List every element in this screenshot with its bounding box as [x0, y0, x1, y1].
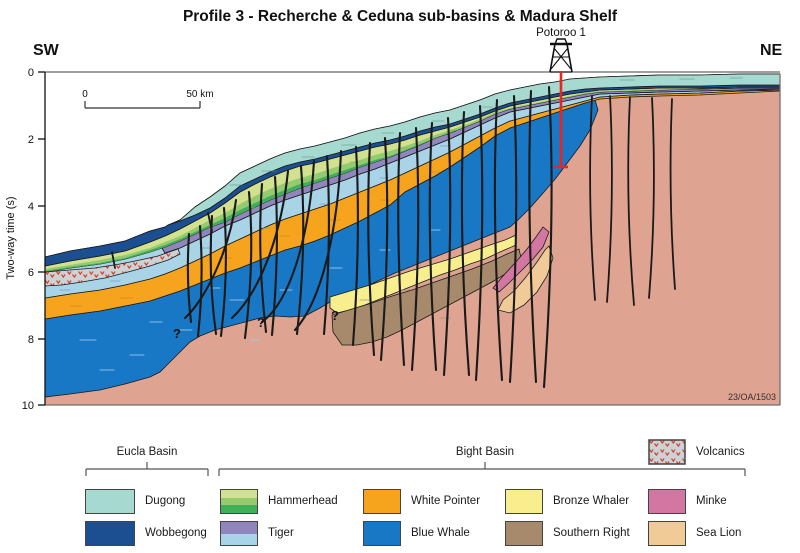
sea-lion-swatch — [648, 521, 686, 546]
scale-bar-zero-label: 0 — [82, 89, 88, 100]
page-title: Profile 3 - Recherche & Ceduna sub-basin… — [182, 8, 618, 25]
minke-swatch-fill — [649, 490, 685, 513]
hammerhead-swatch-mid — [221, 497, 257, 506]
legend-group-bight-basin: Bight Basin — [455, 446, 515, 458]
fault-lines — [111, 85, 676, 389]
tiger-swatch — [220, 521, 258, 546]
white-pointer-swatch-fill — [364, 490, 400, 513]
bight-basin-bracket — [218, 462, 746, 476]
tiger-swatch-purple — [221, 522, 257, 534]
y-axis-title: Two-way time (s) — [5, 196, 17, 279]
legend-label-blue-whale: Blue Whale — [411, 527, 470, 539]
question-mark-2: ? — [257, 315, 265, 330]
hammerhead-swatch-dark — [221, 505, 257, 514]
question-mark-3: ? — [331, 308, 339, 323]
volcanics-swatch — [648, 439, 686, 465]
y-axis — [38, 71, 46, 406]
bronze-whaler-swatch — [505, 489, 543, 514]
well-bore-line — [554, 72, 568, 169]
dugong-swatch — [85, 489, 135, 514]
blue-whale-swatch — [363, 521, 401, 546]
minke-swatch — [648, 489, 686, 514]
figure-annotation: 23/OA/1503 — [728, 392, 776, 402]
hammerhead-swatch — [220, 489, 258, 514]
layer-minke — [492, 226, 550, 293]
tick-8: 8 — [28, 334, 34, 346]
hammerhead-swatch-light — [221, 490, 257, 498]
legend-label-hammerhead: Hammerhead — [268, 495, 338, 507]
question-marks: ? ? ? — [173, 308, 339, 341]
wobbegong-swatch-fill — [86, 522, 134, 545]
tick-4: 4 — [28, 201, 34, 213]
tick-10: 10 — [22, 400, 34, 412]
southern-right-swatch-fill — [506, 522, 542, 545]
scale-bar-end-label: 50 km — [186, 89, 213, 100]
legend-label-bronze-whaler: Bronze Whaler — [553, 495, 630, 507]
compass-sw-label: SW — [33, 42, 59, 59]
white-pointer-swatch — [363, 489, 401, 514]
legend-label-wobbegong: Wobbegong — [145, 527, 207, 539]
tick-2: 2 — [28, 134, 34, 146]
legend-label-southern-right: Southern Right — [553, 527, 630, 539]
layer-volcanics — [44, 248, 181, 287]
legend-label-white-pointer: White Pointer — [411, 495, 481, 507]
derrick-icon — [549, 38, 573, 73]
legend-label-volcanics: Volcanics — [696, 446, 745, 458]
tick-6: 6 — [28, 267, 34, 279]
legend-label-sea-lion: Sea Lion — [696, 527, 742, 539]
compass-ne-label: NE — [760, 42, 783, 59]
layer-southern-right — [331, 248, 523, 346]
tick-0: 0 — [28, 67, 34, 79]
blue-whale-swatch-fill — [364, 522, 400, 545]
southern-right-swatch — [505, 521, 543, 546]
eucla-basin-bracket — [85, 462, 209, 476]
tiger-swatch-blue — [221, 533, 257, 545]
legend-label-minke: Minke — [696, 495, 727, 507]
legend-group-eucla-basin: Eucla Basin — [116, 446, 178, 458]
cross-section-canvas: 0 2 4 6 8 10 Two-way time (s) 0 50 km — [5, 38, 781, 412]
dugong-swatch-fill — [86, 490, 134, 513]
scale-bar — [84, 101, 201, 109]
sea-lion-swatch-fill — [649, 522, 685, 545]
question-mark-1: ? — [173, 326, 181, 341]
legend-label-dugong: Dugong — [145, 495, 186, 507]
well-name-label: Potoroo 1 — [536, 27, 586, 39]
y-axis-tick-labels: 0 2 4 6 8 10 — [22, 67, 34, 412]
wobbegong-swatch — [85, 521, 135, 546]
bronze-whaler-swatch-fill — [506, 490, 542, 513]
legend-label-tiger: Tiger — [268, 527, 294, 539]
